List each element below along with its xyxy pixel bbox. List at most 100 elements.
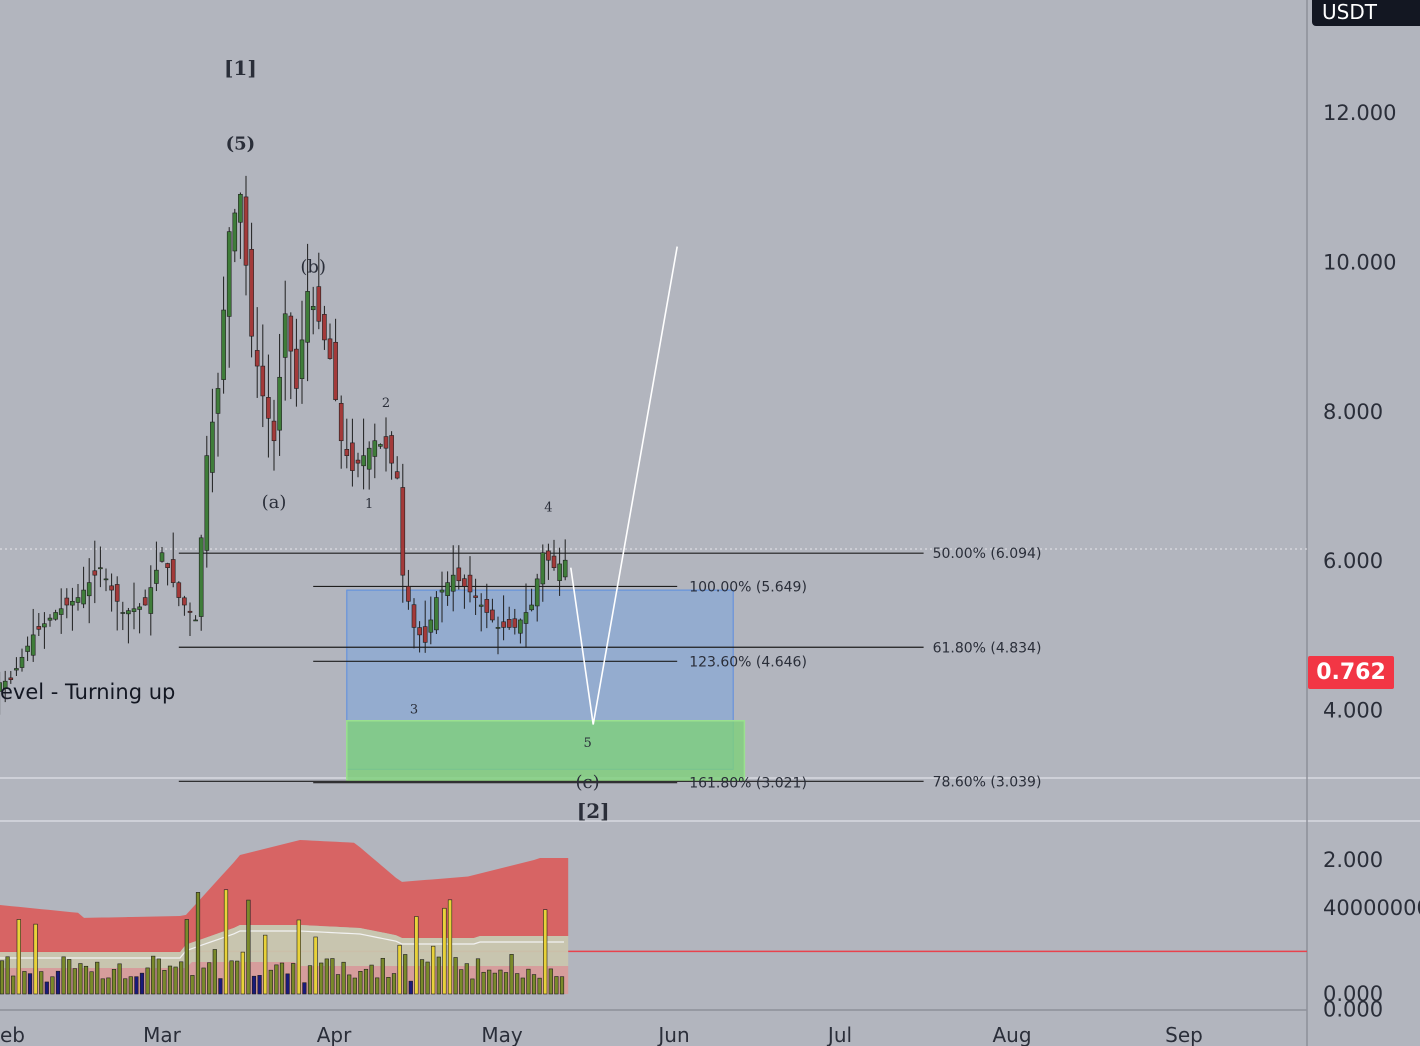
wave-label: 5 bbox=[583, 736, 591, 751]
candle-body bbox=[294, 348, 299, 389]
volume-bar bbox=[425, 961, 430, 995]
candle-body bbox=[333, 341, 338, 400]
volume-bar bbox=[173, 966, 178, 995]
time-tick-label: Sep bbox=[1165, 1023, 1203, 1046]
volume-bar bbox=[100, 978, 105, 995]
candle-body bbox=[243, 196, 249, 266]
candle-body bbox=[562, 559, 568, 578]
candle-body bbox=[439, 589, 445, 593]
volume-bar bbox=[156, 958, 161, 995]
volume-bar bbox=[5, 956, 10, 995]
volume-bar bbox=[263, 934, 268, 995]
volume-bar bbox=[27, 973, 33, 995]
candle-body bbox=[411, 604, 417, 628]
candle-body bbox=[383, 436, 389, 449]
candle-body bbox=[204, 455, 210, 551]
volume-bar bbox=[442, 907, 447, 995]
currency-badge[interactable]: USDT bbox=[1312, 0, 1420, 26]
wave-label: (5) bbox=[226, 133, 256, 154]
candle-body bbox=[266, 397, 271, 419]
volume-bar bbox=[453, 957, 458, 995]
candle-body bbox=[310, 306, 316, 311]
volume-bar bbox=[184, 919, 189, 995]
candle-body bbox=[338, 403, 344, 442]
volume-bar bbox=[145, 967, 150, 995]
price-tick-label: 6.000 bbox=[1323, 549, 1383, 573]
volume-bar bbox=[447, 899, 453, 995]
volume-bar bbox=[72, 968, 77, 995]
candle-body bbox=[529, 604, 534, 611]
candle-body bbox=[389, 435, 394, 464]
candle-body bbox=[103, 578, 109, 581]
volume-bar bbox=[554, 976, 559, 995]
candle-body bbox=[142, 597, 148, 606]
time-tick-label: Apr bbox=[317, 1023, 352, 1046]
wave-label: 4 bbox=[544, 501, 552, 516]
volume-bar bbox=[95, 961, 100, 995]
projection-line bbox=[570, 246, 678, 725]
volume-bar bbox=[487, 969, 492, 995]
time-tick-label: Aug bbox=[992, 1023, 1031, 1046]
volume-band-high bbox=[0, 840, 569, 952]
price-tick-label: 4.000 bbox=[1323, 699, 1383, 723]
candle-body bbox=[114, 584, 120, 602]
volume-bar bbox=[470, 978, 475, 995]
candle-body bbox=[126, 610, 131, 615]
volume-bar bbox=[307, 965, 313, 995]
candle-body bbox=[19, 656, 25, 668]
indicator-label: evel - Turning up bbox=[0, 680, 176, 704]
volume-bar bbox=[279, 962, 285, 995]
volume-bar bbox=[397, 944, 402, 995]
volume-ma-line bbox=[0, 930, 564, 959]
price-tick-label: 2.000 bbox=[1323, 848, 1383, 872]
volume-bar bbox=[139, 972, 145, 995]
wave-label: 3 bbox=[410, 702, 418, 717]
volume-bar bbox=[464, 963, 469, 995]
wave-label: 1 bbox=[365, 497, 373, 512]
candle-body bbox=[462, 578, 467, 587]
candle-body bbox=[366, 447, 372, 470]
candle-body bbox=[170, 559, 176, 583]
candle-body bbox=[484, 599, 490, 613]
candle-body bbox=[176, 582, 182, 598]
candle-body bbox=[551, 555, 557, 568]
volume-bar bbox=[195, 892, 201, 995]
volume-bar bbox=[509, 954, 514, 995]
candle-body bbox=[260, 365, 266, 397]
volume-bar bbox=[128, 976, 133, 995]
candle-body bbox=[378, 444, 383, 447]
volume-bar bbox=[83, 965, 89, 995]
volume-bar bbox=[167, 965, 173, 995]
volume-bar bbox=[268, 969, 273, 995]
volume-bar bbox=[475, 958, 481, 995]
candle-body bbox=[406, 586, 411, 602]
candle-body bbox=[0, 682, 2, 692]
candle-body bbox=[456, 567, 462, 582]
volume-pane bbox=[0, 840, 569, 995]
candle-body bbox=[198, 537, 204, 617]
candle-body bbox=[512, 618, 518, 628]
candle-body bbox=[282, 313, 288, 358]
volume-bar bbox=[134, 976, 139, 995]
fib-levels: 50.00% (6.094) 61.80% (4.834) 78.60% (3.03… bbox=[178, 546, 1041, 792]
candle-body bbox=[81, 589, 86, 605]
candle-body bbox=[473, 595, 478, 598]
wave-label: (a) bbox=[262, 492, 287, 513]
volume-bar bbox=[11, 975, 16, 995]
volume-bar bbox=[391, 973, 397, 995]
candle-body bbox=[400, 487, 406, 576]
volume-bar bbox=[39, 971, 44, 995]
price-tick-label: 12.000 bbox=[1323, 101, 1396, 125]
volume-bar bbox=[543, 909, 548, 995]
wave-label: 2 bbox=[382, 396, 390, 411]
volume-bar bbox=[117, 963, 122, 995]
candle-body bbox=[361, 455, 366, 467]
volume-bar bbox=[302, 982, 307, 995]
candle-body bbox=[417, 627, 422, 636]
volume-bar bbox=[559, 976, 565, 995]
candle-body bbox=[450, 574, 456, 592]
volume-bar bbox=[414, 916, 419, 995]
candle-body bbox=[8, 677, 14, 680]
volume-bar bbox=[330, 958, 335, 995]
